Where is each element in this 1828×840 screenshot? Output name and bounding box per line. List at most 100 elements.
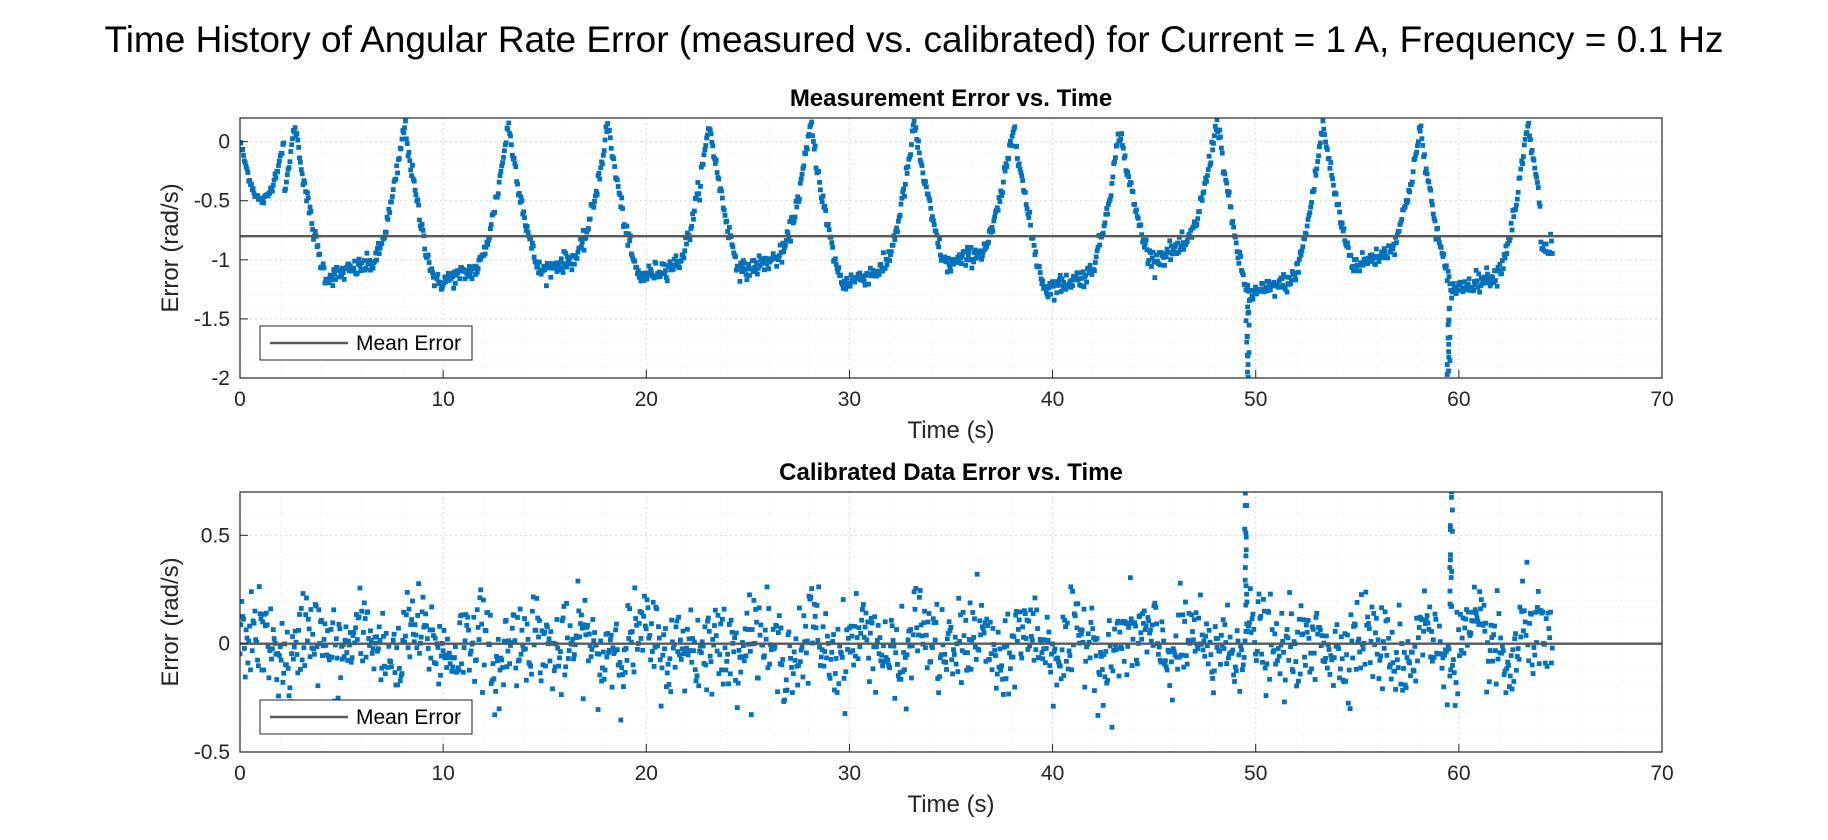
data-point	[1512, 636, 1518, 642]
data-point	[724, 658, 730, 664]
data-point	[810, 133, 815, 139]
data-point	[268, 606, 274, 612]
data-point	[811, 146, 817, 152]
data-point	[1279, 276, 1285, 282]
data-point	[639, 270, 645, 276]
data-point	[1245, 282, 1251, 288]
data-point	[613, 627, 618, 633]
data-point	[513, 164, 519, 170]
data-point	[756, 605, 762, 611]
data-point	[1519, 158, 1525, 164]
data-point	[608, 145, 614, 151]
data-point	[846, 280, 852, 286]
data-point	[1234, 628, 1240, 634]
data-point	[1184, 661, 1190, 667]
data-point	[1277, 284, 1283, 290]
data-point	[1271, 648, 1277, 653]
data-point	[1499, 271, 1504, 277]
data-point	[1436, 623, 1442, 629]
data-point	[1259, 651, 1265, 657]
data-point	[353, 625, 358, 631]
data-point	[1281, 272, 1286, 277]
data-point	[1119, 131, 1124, 136]
data-point	[993, 685, 999, 691]
data-point	[517, 606, 523, 612]
data-point	[1109, 181, 1115, 186]
data-point	[654, 606, 660, 612]
data-point	[1183, 599, 1188, 605]
data-point	[936, 244, 942, 250]
data-point	[962, 650, 968, 656]
data-point	[743, 653, 749, 659]
data-point	[505, 126, 511, 132]
data-point	[310, 631, 316, 637]
data-point	[630, 662, 636, 668]
data-point	[1479, 281, 1485, 287]
data-point	[1246, 288, 1251, 294]
data-point	[607, 127, 612, 133]
data-point	[399, 671, 405, 676]
data-point	[1402, 682, 1408, 688]
data-point	[881, 250, 886, 256]
data-point	[1196, 615, 1202, 621]
data-point	[868, 615, 874, 621]
data-point	[1303, 662, 1308, 668]
data-point	[1138, 630, 1144, 636]
data-point	[726, 224, 732, 230]
data-point	[405, 153, 411, 159]
data-point	[1356, 263, 1362, 268]
data-point	[1110, 668, 1116, 674]
data-point	[243, 627, 249, 633]
data-point	[928, 205, 934, 211]
data-point	[347, 642, 352, 648]
data-point	[1449, 492, 1454, 495]
data-point	[1188, 638, 1194, 644]
data-point	[1195, 216, 1201, 222]
data-point	[594, 192, 600, 197]
data-point	[1394, 650, 1399, 655]
data-point	[253, 637, 259, 643]
data-point	[467, 271, 473, 277]
data-point	[1485, 276, 1491, 281]
data-point	[1016, 617, 1022, 623]
data-point	[580, 228, 586, 233]
data-point	[498, 168, 504, 174]
data-point	[1500, 643, 1505, 649]
data-point	[321, 637, 327, 642]
data-point	[1134, 207, 1139, 213]
data-point	[301, 645, 307, 651]
data-point	[1254, 658, 1259, 663]
data-point	[765, 256, 771, 262]
data-point	[799, 171, 805, 177]
data-point	[1027, 209, 1033, 215]
data-point	[402, 639, 407, 645]
data-point	[966, 637, 972, 642]
legend-box	[259, 699, 473, 735]
data-point	[1064, 658, 1069, 664]
data-point	[338, 675, 344, 681]
data-point	[241, 646, 247, 651]
data-point	[1248, 629, 1254, 635]
data-point	[853, 653, 858, 659]
data-point	[1184, 238, 1190, 244]
data-point	[1017, 166, 1023, 172]
data-point	[1210, 676, 1216, 681]
data-point	[736, 266, 742, 272]
data-point	[1211, 690, 1216, 696]
data-point	[307, 204, 313, 210]
data-point	[1428, 654, 1434, 660]
data-point	[793, 636, 799, 642]
data-point	[261, 667, 267, 673]
data-point	[1093, 653, 1099, 659]
data-point	[702, 147, 708, 153]
data-point	[841, 675, 847, 681]
data-point	[965, 665, 971, 671]
data-point	[503, 140, 509, 146]
data-point	[349, 655, 355, 661]
data-point	[1214, 118, 1220, 123]
data-point	[448, 654, 454, 660]
data-point	[937, 236, 942, 242]
data-point	[1237, 249, 1243, 255]
data-point	[944, 667, 949, 672]
data-point	[1132, 201, 1138, 207]
